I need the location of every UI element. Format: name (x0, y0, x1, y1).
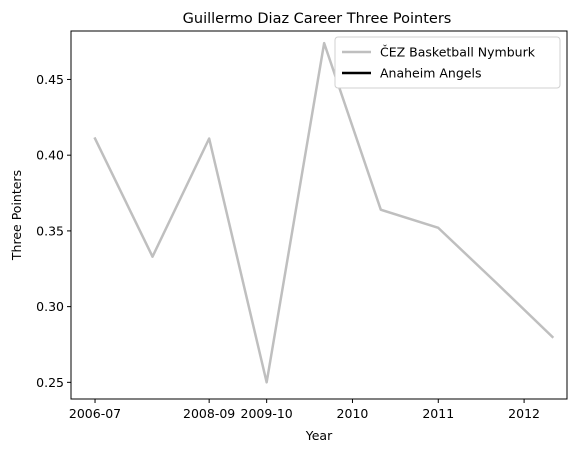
legend-label-anaheim-angels: Anaheim Angels (380, 66, 481, 81)
legend: ČEZ Basketball Nymburk Anaheim Angels (334, 36, 561, 89)
legend-label-cez-nymburk: ČEZ Basketball Nymburk (380, 45, 536, 60)
x-axis-label: Year (305, 428, 333, 443)
x-tick-label: 2009-10 (241, 406, 293, 421)
x-tick-label: 2006-07 (69, 406, 121, 421)
chart-title: Guillermo Diaz Career Three Pointers (183, 11, 452, 27)
y-tick-label: 0.40 (36, 148, 64, 163)
legend-box (334, 36, 561, 89)
plot-area-frame (70, 30, 568, 400)
x-tick-label: 2010 (337, 406, 369, 421)
y-tick-label: 0.25 (36, 375, 64, 390)
y-tick-label: 0.35 (36, 223, 64, 238)
y-tick-label: 0.45 (36, 72, 64, 87)
x-tick-label: 2012 (508, 406, 540, 421)
series-line-0 (93, 41, 555, 384)
x-tick-label: 2011 (422, 406, 454, 421)
x-tick-label: 2008-09 (183, 406, 235, 421)
y-axis-label: Three Pointers (9, 170, 24, 261)
y-tick-label: 0.30 (36, 299, 64, 314)
